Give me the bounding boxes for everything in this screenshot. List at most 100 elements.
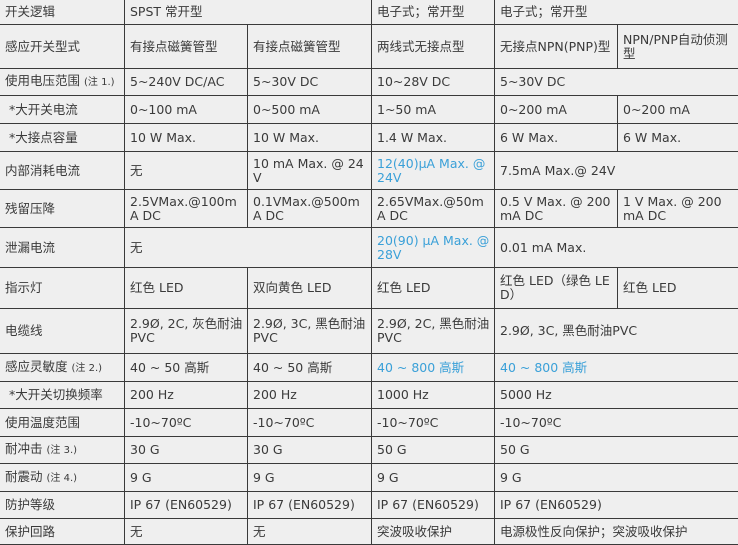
row-label: 使用温度范围 <box>5 414 81 430</box>
value-cell: 1~50 mA <box>371 95 495 124</box>
row-label-cell: 感应灵敏度 (注 2.) <box>0 353 125 382</box>
value-cell: 20(90) μA Max. @ 28V <box>371 227 495 268</box>
table-row: 内部消耗电流 无 10 mA Max. @ 24V 12(40)μA Max. @ 2… <box>0 151 738 190</box>
value-cell: -10~70ºC <box>247 408 372 437</box>
value-cell: 6 W Max. <box>494 123 618 152</box>
row-label-cell: 防护等级 <box>0 491 125 519</box>
row-label-cell: *大开关电流 <box>0 95 125 124</box>
value-cell: 无 <box>247 518 372 545</box>
value-cell: 0~200 mA <box>616 95 738 124</box>
value-cell: 30 G <box>124 436 248 464</box>
value-cell: -10~70ºC <box>371 408 495 437</box>
value-cell: 12(40)μA Max. @ 24V <box>371 151 495 190</box>
value-cell: 9 G <box>124 463 248 492</box>
row-label: 内部消耗电流 <box>5 162 81 178</box>
row-label: 感应开关型式 <box>5 38 81 54</box>
value-cell: IP 67 (EN60529) <box>493 491 738 519</box>
value-cell: NPN/PNP自动侦测型 <box>616 24 738 69</box>
row-label-cell: 感应开关型式 <box>0 24 125 69</box>
table-row: 使用温度范围 -10~70ºC -10~70ºC -10~70ºC -10~70ºC <box>0 408 738 437</box>
row-label: *大接点容量 <box>5 129 78 145</box>
value-cell: 红色 LED（绿色 LED） <box>494 267 618 309</box>
row-label: 使用电压范围 <box>5 73 81 88</box>
table-row: 感应开关型式 有接点磁簧管型 有接点磁簧管型 两线式无接点型 无接点NPN(PNP)型 N… <box>0 24 738 69</box>
value-cell: IP 67 (EN60529) <box>247 491 372 519</box>
table-row: 泄漏电流 无 20(90) μA Max. @ 28V 0.01 mA Max. <box>0 227 738 268</box>
value-cell: 电子式；常开型 <box>493 0 738 25</box>
value-cell: 10~28V DC <box>371 68 495 96</box>
value-cell: 2.9Ø, 2C, 黑色耐油PVC <box>371 308 495 354</box>
value-cell: 5~240V DC/AC <box>124 68 248 96</box>
value-cell: SPST 常开型 <box>124 0 372 25</box>
value-cell: 0~100 mA <box>124 95 248 124</box>
value-cell: 40 ~ 50 高斯 <box>247 353 372 382</box>
value-cell: 9 G <box>371 463 495 492</box>
value-cell: 双向黄色 LED <box>247 267 372 309</box>
value-cell: 30 G <box>247 436 372 464</box>
value-cell: 2.9Ø, 3C, 黑色耐油 PVC <box>247 308 372 354</box>
row-label: 指示灯 <box>5 280 43 295</box>
value-cell: 1000 Hz <box>371 381 495 409</box>
row-label: 耐震动 <box>5 468 43 484</box>
value-cell: 1.4 W Max. <box>371 123 495 152</box>
value-cell: 突波吸收保护 <box>371 518 495 545</box>
row-label-cell: 泄漏电流 <box>0 227 125 268</box>
value-cell: -10~70ºC <box>124 408 248 437</box>
value-cell: 无 <box>124 151 248 190</box>
row-label-cell: 保护回路 <box>0 518 125 545</box>
table-row: 指示灯 红色 LED 双向黄色 LED 红色 LED 红色 LED（绿色 LED） 红色 … <box>0 267 738 309</box>
table-row: 耐冲击 (注 3.) 30 G 30 G 50 G 50 G <box>0 436 738 464</box>
row-note: (注 3.) <box>46 445 78 456</box>
value-cell: 9 G <box>493 463 738 492</box>
table-row: *大开关电流 0~100 mA 0~500 mA 1~50 mA 0~200 mA 0~2… <box>0 95 738 124</box>
value-cell: 40 ~ 50 高斯 <box>124 353 248 382</box>
value-cell: 红色 LED <box>371 267 495 309</box>
table-row: 感应灵敏度 (注 2.) 40 ~ 50 高斯 40 ~ 50 高斯 40 ~ 800… <box>0 353 738 382</box>
value-cell: 无接点NPN(PNP)型 <box>494 24 618 69</box>
table-row: 使用电压范围 (注 1.) 5~240V DC/AC 5~30V DC 10~28V … <box>0 68 738 96</box>
value-cell: 9 G <box>247 463 372 492</box>
table-row: 开关逻辑 SPST 常开型 电子式；常开型 电子式；常开型 <box>0 0 738 25</box>
row-label-cell: 耐冲击 (注 3.) <box>0 436 125 464</box>
row-label-cell: *大接点容量 <box>0 123 125 152</box>
value-cell: 红色 LED <box>124 267 248 309</box>
value-cell: 40 ~ 800 高斯 <box>371 353 495 382</box>
value-cell: 有接点磁簧管型 <box>124 24 248 69</box>
value-cell: 有接点磁簧管型 <box>247 24 372 69</box>
value-cell: 50 G <box>493 436 738 464</box>
value-cell: 0.1VMax.@500mA DC <box>247 189 372 228</box>
value-cell: -10~70ºC <box>493 408 738 437</box>
value-cell: 5~30V DC <box>493 68 738 96</box>
value-cell: 0.5 V Max. @ 200 mA DC <box>494 189 618 228</box>
row-note: (注 2.) <box>71 362 103 374</box>
value-cell: 0~500 mA <box>247 95 372 124</box>
value-cell: 无 <box>124 518 248 545</box>
row-label-cell: 指示灯 <box>0 267 125 309</box>
value-cell: 1 V Max. @ 200 mA DC <box>616 189 738 228</box>
row-label-cell: 使用电压范围 (注 1.) <box>0 68 125 96</box>
row-label: 电缆线 <box>5 323 43 338</box>
value-cell: 5~30V DC <box>247 68 372 96</box>
value-cell: 电子式；常开型 <box>371 0 495 25</box>
value-cell: 200 Hz <box>247 381 372 409</box>
value-cell: 10 mA Max. @ 24V <box>247 151 372 190</box>
value-cell: 0.01 mA Max. <box>493 227 738 268</box>
table-row: 残留压降 2.5VMax.@100mA DC 0.1VMax.@500mA DC 2.… <box>0 189 738 228</box>
value-cell: 40 ~ 800 高斯 <box>493 353 738 382</box>
value-cell: 2.5VMax.@100mA DC <box>124 189 248 228</box>
table-row: 电缆线 2.9Ø, 2C, 灰色耐油 PVC 2.9Ø, 3C, 黑色耐油 PVC 2… <box>0 308 738 354</box>
value-cell: 2.9Ø, 2C, 灰色耐油 PVC <box>124 308 248 354</box>
value-cell: 2.65VMax.@50mA DC <box>371 189 495 228</box>
row-label-cell: 耐震动 (注 4.) <box>0 463 125 492</box>
table-row: 防护等级 IP 67 (EN60529) IP 67 (EN60529) IP 67 … <box>0 491 738 519</box>
row-note: (注 4.) <box>46 472 78 484</box>
value-cell: 200 Hz <box>124 381 248 409</box>
value-cell: 7.5mA Max.@ 24V <box>493 151 738 190</box>
value-cell: IP 67 (EN60529) <box>124 491 248 519</box>
row-label: 开关逻辑 <box>5 4 56 19</box>
value-cell: 无 <box>124 227 372 268</box>
table-row: *大接点容量 10 W Max. 10 W Max. 1.4 W Max. 6 W Ma… <box>0 123 738 152</box>
